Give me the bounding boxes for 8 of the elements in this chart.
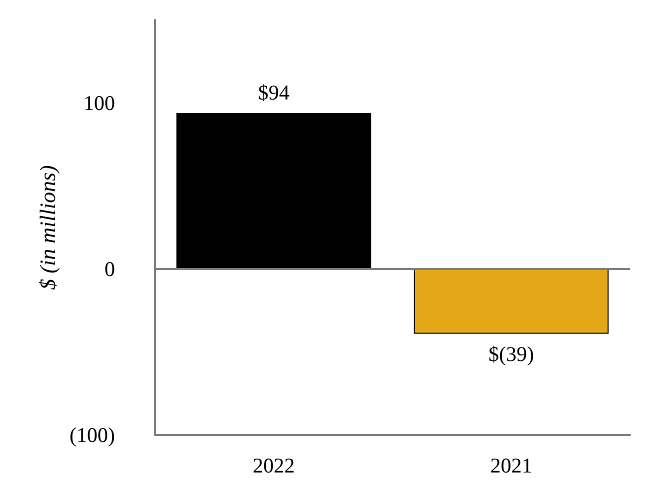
data-label: $(39) xyxy=(488,342,534,366)
y-axis-title: $ (in millions) xyxy=(35,165,60,290)
data-label: $94 xyxy=(258,80,290,104)
x-tick-label: 2021 xyxy=(490,454,532,478)
y-tick-label: 0 xyxy=(104,257,115,281)
y-tick-label: 100 xyxy=(84,91,115,115)
y-tick-label: (100) xyxy=(70,423,115,447)
x-tick-label: 2022 xyxy=(252,454,295,478)
